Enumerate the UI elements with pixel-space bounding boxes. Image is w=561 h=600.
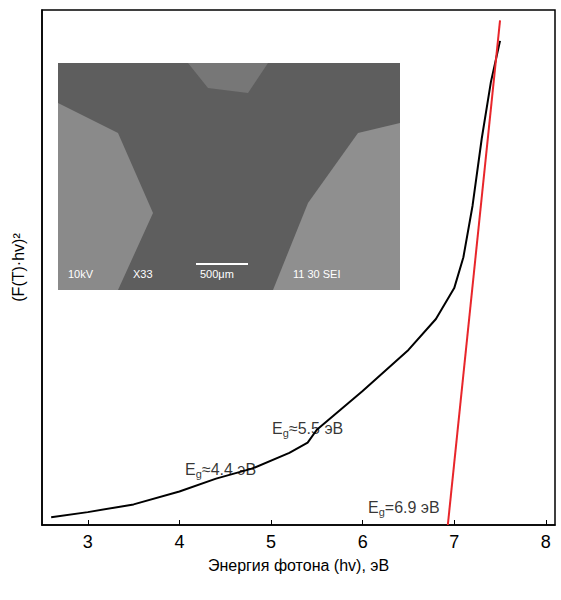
svg-text:≈5.5 эВ: ≈5.5 эВ [289,420,343,437]
svg-text:g: g [195,467,202,480]
svg-text:7: 7 [449,532,459,552]
svg-text:6: 6 [358,532,368,552]
svg-text:≈4.4 эВ: ≈4.4 эВ [202,461,256,478]
svg-text:=6.9 эВ: =6.9 эВ [385,499,440,516]
svg-text:E: E [368,499,379,516]
svg-text:3: 3 [83,532,93,552]
svg-text:Энергия фотона (hv), эВ: Энергия фотона (hv), эВ [208,557,389,574]
svg-text:5: 5 [266,532,276,552]
svg-text:4: 4 [174,532,184,552]
svg-text:g: g [282,426,289,439]
svg-text:500μm: 500μm [200,268,234,280]
svg-text:E: E [185,461,196,478]
svg-text:8: 8 [541,532,551,552]
svg-text:E: E [272,420,283,437]
svg-text:10kV: 10kV [68,268,94,280]
svg-text:X33: X33 [133,268,153,280]
svg-text:g: g [378,506,385,519]
svg-text:(F(T)·hv)²: (F(T)·hv)² [10,233,27,302]
svg-text:11 30 SEI: 11 30 SEI [293,268,341,280]
